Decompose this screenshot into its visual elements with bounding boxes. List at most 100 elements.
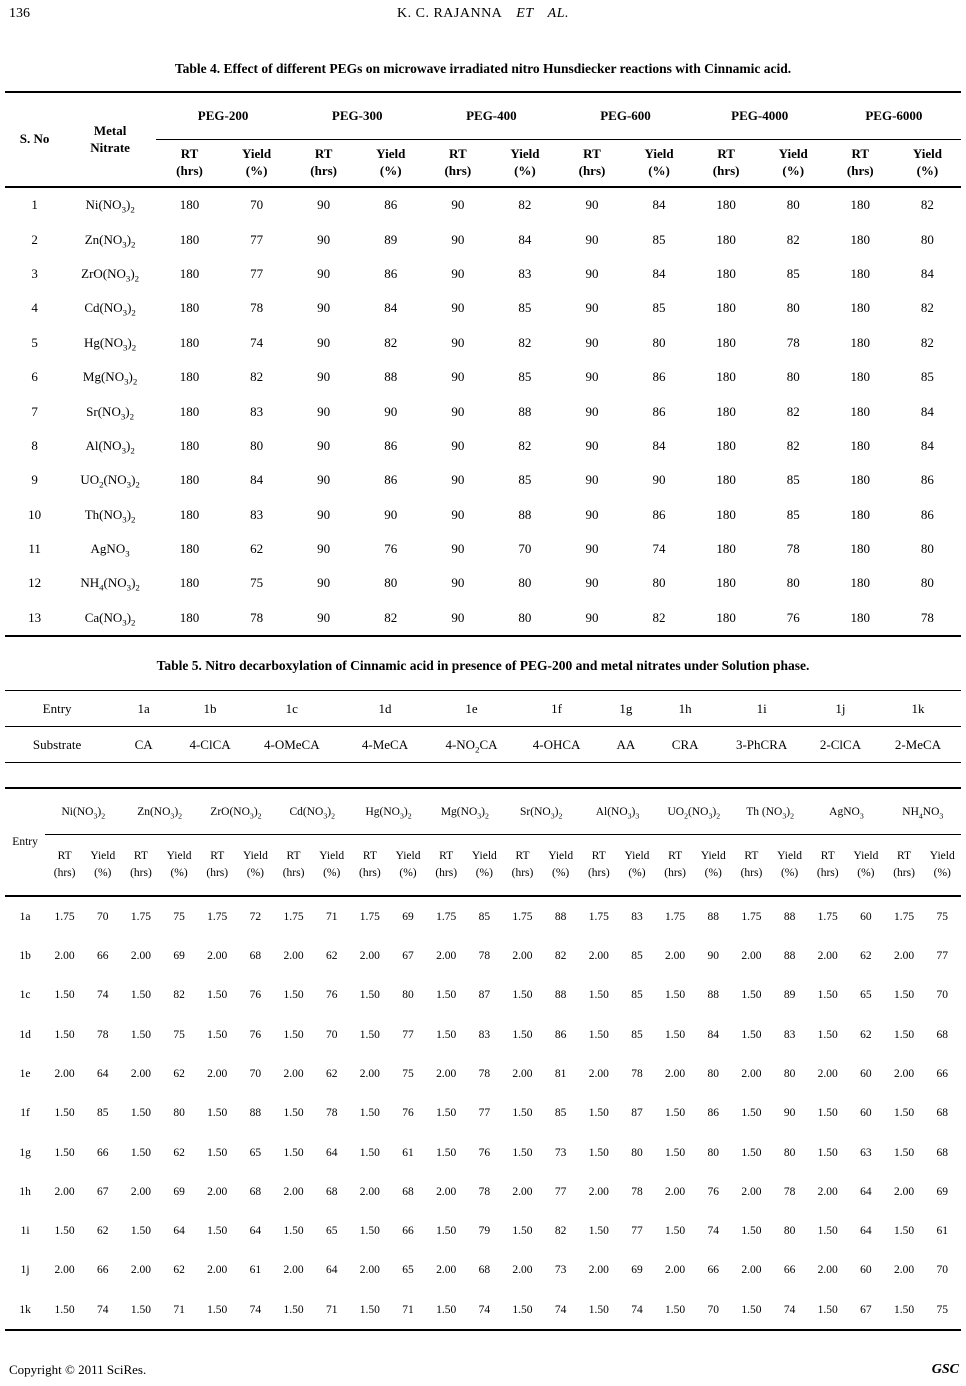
table-row: 5 Hg(NO3)2 180 74 90 82 90 82 90 80 180 78 180 82	[5, 326, 961, 360]
value-cell: 1.50	[54, 1225, 75, 1238]
value-cell: 85	[631, 989, 643, 1002]
table5-substrate-table: Entry 1a 1b 1c 1d 1e 1f 1g 1h 1i 1j 1k Substrate C…	[5, 690, 961, 764]
value-cell: 90	[707, 950, 720, 963]
value-cell: 90	[451, 369, 465, 385]
value-cell: 84	[652, 437, 666, 453]
value-cell: 83	[518, 265, 532, 281]
sno-cell: 12	[28, 575, 42, 591]
value-cell: 1.75	[893, 910, 915, 923]
value-cell: 180	[716, 231, 736, 247]
entry-cell: 1c	[242, 690, 342, 728]
value-cell: 80	[518, 609, 532, 625]
value-cell: 180	[850, 300, 871, 316]
value-cell: 1.50	[512, 1146, 533, 1159]
value-cell: 2.00	[893, 950, 915, 963]
value-cell: 72	[249, 910, 262, 923]
value-cell: 2.00	[588, 950, 609, 963]
value-cell: 1.50	[359, 1146, 380, 1159]
value-cell: 90	[585, 437, 599, 453]
value-cell: 64	[860, 1225, 872, 1238]
value-cell: 78	[97, 1028, 109, 1041]
value-cell: 1.50	[207, 1146, 228, 1159]
substrate-cell: 4-MeCA	[361, 736, 409, 752]
rt-column-header: RT (hrs)	[45, 834, 85, 898]
value-cell: 80	[786, 575, 800, 591]
peg-group-header: PEG-4000	[692, 92, 827, 140]
nitrate-group-header: Th (NO3)2	[731, 788, 809, 836]
nitrate-group-header: Zn(NO3)2	[121, 788, 198, 836]
value-cell: 84	[920, 437, 934, 453]
nitrate-group-header: Hg(NO3)2	[350, 788, 427, 836]
value-cell: 180	[716, 506, 736, 522]
table-row: 8 Al(NO3)2 180 80 90 86 90 82 90 84 180 82 180 84	[5, 429, 961, 463]
value-cell: 84	[920, 403, 934, 419]
entry-cell: 1e	[19, 1067, 31, 1080]
rt-column-header: RT (hrs)	[274, 834, 314, 898]
rt-column-header: RT (hrs)	[155, 139, 224, 188]
value-cell: 180	[179, 369, 200, 385]
value-cell: 90	[317, 231, 331, 247]
value-cell: 2.00	[512, 950, 533, 963]
table-row: 13 Ca(NO3)2 180 78 90 82 90 80 90 82 180 76 180 78	[5, 601, 961, 636]
metal-nitrate-cell: ZrO(NO3)2	[81, 265, 140, 284]
value-cell: 74	[783, 1303, 796, 1316]
value-cell: 62	[325, 950, 338, 963]
value-cell: 1.50	[130, 1303, 151, 1316]
value-cell: 64	[325, 1146, 338, 1159]
metal-nitrate-cell: Hg(NO3)2	[84, 334, 137, 353]
value-cell: 83	[478, 1028, 491, 1041]
value-cell: 1.50	[665, 1107, 686, 1120]
value-cell: 80	[518, 575, 532, 591]
value-cell: 1.50	[817, 1107, 838, 1120]
value-cell: 180	[850, 541, 871, 557]
value-cell: 180	[716, 197, 736, 213]
value-cell: 2.00	[665, 1067, 686, 1080]
nitrate-group-header: Mg(NO3)2	[426, 788, 504, 836]
journal-abbrev: GSC	[931, 1362, 959, 1377]
peg-group-header: PEG-6000	[826, 92, 961, 140]
table-row: 1i 1.50 62 1.50 64 1.50 64 1.50 65 1.50 66 1.50 79 1.…	[5, 1211, 961, 1250]
value-cell: 2.00	[130, 1185, 151, 1198]
value-cell: 2.00	[741, 1185, 762, 1198]
value-cell: 1.50	[359, 1028, 380, 1041]
value-cell: 71	[173, 1303, 185, 1316]
value-cell: 1.50	[512, 1225, 533, 1238]
substrate-cell: 3-PhCRA	[735, 736, 788, 752]
value-cell: 180	[850, 197, 871, 213]
yield-column-header: Yield (%)	[84, 834, 122, 898]
table-row: 1e 2.00 64 2.00 62 2.00 70 2.00 62 2.00 75 2.00 78 2.…	[5, 1054, 961, 1093]
value-cell: 66	[97, 1146, 109, 1159]
table-row: 1k 1.50 74 1.50 71 1.50 74 1.50 71 1.50 71 1.50 74 1.…	[5, 1290, 961, 1330]
value-cell: 2.00	[54, 1067, 75, 1080]
value-cell: 90	[317, 575, 331, 591]
value-cell: 62	[173, 1067, 185, 1080]
value-cell: 180	[716, 265, 736, 281]
value-cell: 1.50	[207, 989, 228, 1002]
value-cell: 61	[402, 1146, 414, 1159]
value-cell: 2.00	[359, 1185, 380, 1198]
value-cell: 85	[518, 369, 532, 385]
value-cell: 66	[97, 950, 109, 963]
value-cell: 60	[860, 910, 872, 923]
entry-cell: 1b	[178, 690, 243, 728]
value-cell: 80	[652, 575, 666, 591]
value-cell: 90	[451, 437, 465, 453]
rt-column-header: RT (hrs)	[426, 834, 466, 898]
value-cell: 82	[786, 403, 800, 419]
rt-column-header: RT (hrs)	[350, 834, 390, 898]
value-cell: 180	[179, 403, 200, 419]
entry-cell: 1b	[19, 950, 31, 963]
value-cell: 180	[179, 334, 200, 350]
yield-column-header: Yield (%)	[923, 834, 961, 898]
value-cell: 1.50	[436, 1225, 457, 1238]
sno-cell: 6	[31, 369, 38, 385]
value-cell: 82	[920, 334, 934, 350]
value-cell: 180	[850, 506, 871, 522]
value-cell: 68	[478, 1264, 491, 1277]
entry-cell: 1i	[20, 1225, 30, 1238]
value-cell: 74	[631, 1303, 643, 1316]
value-cell: 84	[707, 1028, 720, 1041]
entry-cell: 1e	[428, 690, 515, 728]
value-cell: 83	[250, 403, 264, 419]
value-cell: 90	[585, 609, 599, 625]
